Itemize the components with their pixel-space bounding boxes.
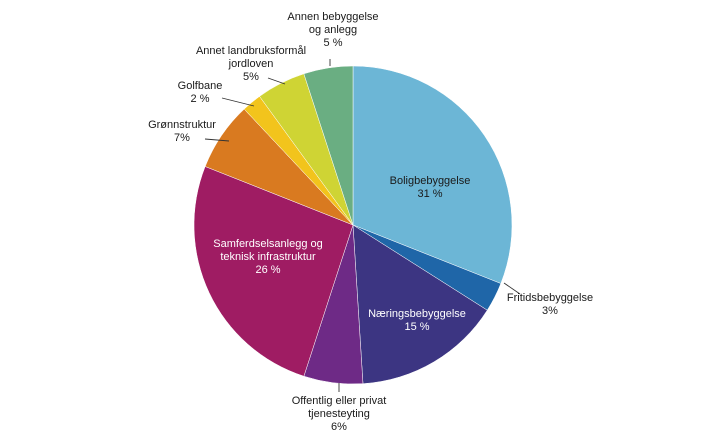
leader-lines — [204, 59, 521, 392]
slice-label-line: 26 % — [255, 264, 280, 276]
slice-label-line: Grønnstruktur — [148, 119, 216, 131]
slice-label-line: 6% — [331, 421, 347, 433]
slice-label-line: Annen bebyggelse — [287, 11, 378, 23]
slice-label-line: Golfbane — [178, 80, 223, 92]
leader-line-6 — [221, 97, 255, 107]
slice-label-line: Næringsbebyggelse — [368, 308, 466, 320]
slice-label-line: Offentlig eller privat — [292, 395, 387, 407]
leader-line-7 — [267, 77, 286, 85]
slice-label-line: Boligbebyggelse — [390, 175, 471, 187]
slice-label-line: 5% — [243, 71, 259, 83]
pie-slice-2 — [352, 224, 488, 384]
slice-label-line: tjenesteyting — [308, 408, 370, 420]
pie-slices — [193, 65, 513, 385]
slice-label-line: Fritidsbebyggelse — [507, 292, 593, 304]
leader-line-1 — [503, 282, 521, 295]
slice-label-line: 5 % — [324, 37, 343, 49]
slice-labels: Boligbebyggelse 31 % Fritidsbebyggelse 3% Næ… — [148, 11, 593, 433]
slice-label-line: 31 % — [417, 188, 442, 200]
slice-label-2: Næringsbebyggelse 15 % — [368, 308, 466, 333]
leader-line-5 — [204, 138, 230, 142]
slice-label-line: 7% — [174, 132, 190, 144]
slice-label-1: Fritidsbebyggelse 3% — [507, 292, 593, 317]
slice-label-7: Annet landbruksformål jordloven 5% — [196, 45, 306, 83]
slice-label-line: Annet landbruksformål — [196, 45, 306, 57]
slice-label-line: 15 % — [404, 321, 429, 333]
slice-label-line: 2 % — [191, 93, 210, 105]
slice-label-line: og anlegg — [309, 24, 357, 36]
slice-label-3: Offentlig eller privat tjenesteyting 6% — [292, 395, 387, 433]
slice-label-line: 3% — [542, 305, 558, 317]
slice-label-8: Annen bebyggelse og anlegg 5 % — [287, 11, 378, 49]
slice-label-0: Boligbebyggelse 31 % — [390, 175, 471, 200]
slice-label-line: Samferdselsanlegg og — [213, 238, 322, 250]
pie-slice-0 — [352, 65, 513, 284]
pie-slice-8 — [303, 65, 354, 226]
slice-label-6: Golfbane 2 % — [178, 80, 223, 105]
slice-label-5: Grønnstruktur 7% — [148, 119, 216, 144]
pie-slice-4 — [193, 166, 354, 377]
slice-label-line: teknisk infrastruktur — [220, 251, 316, 263]
slice-label-4: Samferdselsanlegg og teknisk infrastruktu… — [213, 238, 322, 276]
slice-label-line: jordloven — [228, 58, 274, 70]
